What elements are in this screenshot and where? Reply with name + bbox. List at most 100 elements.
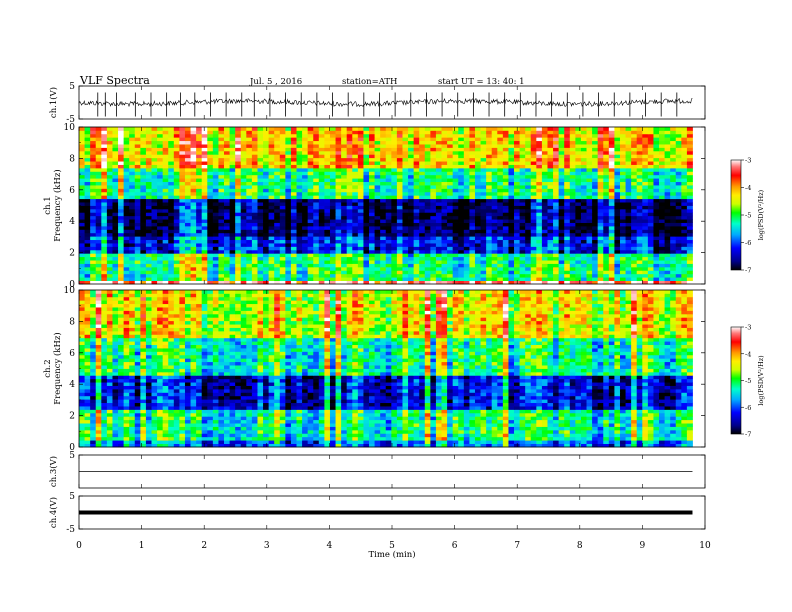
spectrogram-cell <box>106 167 113 172</box>
spectrogram-cell <box>480 243 487 247</box>
spectrogram-cell <box>145 280 152 285</box>
spectrogram-cell <box>274 239 281 244</box>
spectrogram-cell <box>408 249 415 254</box>
spectrogram-cell <box>536 219 543 223</box>
spectrogram-cell <box>452 263 459 268</box>
spectrogram-cell <box>363 208 370 213</box>
spectrogram-cell <box>491 266 498 271</box>
spectrogram-cell <box>290 212 297 217</box>
spectrogram-cell <box>519 185 526 189</box>
spectrogram-cell <box>218 280 225 285</box>
spectrogram-cell <box>369 229 375 234</box>
spectrogram-cell <box>240 215 247 220</box>
spectrogram-cell <box>263 181 270 186</box>
spectrogram-cell <box>625 154 632 159</box>
spectrogram-cell <box>201 219 208 223</box>
spectrogram-cell <box>290 266 297 271</box>
spectrogram-cell <box>541 273 548 278</box>
spectrogram-cell <box>79 232 85 237</box>
spectrogram-cell <box>179 174 186 179</box>
spectrogram-cell <box>380 239 387 244</box>
spectrogram-cell <box>659 181 665 186</box>
spectrogram-cell <box>335 243 342 247</box>
spectrogram-cell <box>541 157 548 162</box>
spectrogram-cell <box>447 243 454 247</box>
spectrogram-cell <box>480 232 487 237</box>
spectrogram-cell <box>608 205 615 210</box>
spectrogram-cell <box>168 202 175 206</box>
spectrogram-cell <box>90 280 97 285</box>
spectrogram-cell <box>608 198 615 203</box>
spectrogram-cell <box>290 130 297 135</box>
spectrogram-cell <box>290 219 297 223</box>
spectrogram-cell <box>447 266 454 271</box>
spectrogram-cell <box>352 208 359 213</box>
spectrogram-cell <box>424 130 431 135</box>
spectrogram-cell <box>486 161 493 165</box>
spectrogram-cell <box>235 130 242 135</box>
spectrogram-cell <box>514 147 520 152</box>
spectrogram-cell <box>636 191 643 196</box>
spectrogram-cell <box>380 137 387 142</box>
spectrogram-cell <box>363 270 370 275</box>
spectrogram-cell <box>486 256 493 261</box>
spectrogram-cell <box>118 174 125 179</box>
spectrogram-cell <box>530 191 537 196</box>
spectrogram-cell <box>296 178 303 183</box>
spectrogram-cell <box>324 191 331 196</box>
spectrogram-cell <box>480 256 487 261</box>
spectrogram-cell <box>145 157 152 162</box>
spectrogram-cell <box>681 270 688 275</box>
spectrogram-cell <box>318 219 325 223</box>
spectrogram-cell <box>631 188 638 193</box>
spectrogram-cell <box>686 195 693 200</box>
spectrogram-cell <box>145 273 152 278</box>
spectrogram-cell <box>118 178 125 183</box>
spectrogram-cell <box>530 150 537 155</box>
spectrogram-cell <box>201 280 208 285</box>
spectrogram-cell <box>168 144 175 148</box>
spectrogram-cell <box>435 215 442 220</box>
spectrogram-cell <box>224 249 230 254</box>
spectrogram-cell <box>430 130 437 135</box>
spectrogram-cell <box>296 273 303 278</box>
spectrogram-cell <box>413 212 420 217</box>
spectrogram-cell <box>614 171 621 176</box>
spectrogram-cell <box>402 222 409 227</box>
spectrogram-cell <box>374 222 381 227</box>
spectrogram-cell <box>369 161 375 165</box>
spectrogram-cell <box>157 171 164 176</box>
spectrogram-cell <box>463 219 470 223</box>
spectrogram-cell <box>251 178 258 183</box>
spectrogram-cell <box>302 147 309 152</box>
spectrogram-cell <box>631 167 638 172</box>
spectrogram-cell <box>251 140 258 145</box>
spectrogram-cell <box>553 144 560 148</box>
spectrogram-cell <box>290 174 297 179</box>
spectrogram-cell <box>391 253 398 258</box>
spectrogram-cell <box>547 198 554 203</box>
spectrogram-cell <box>374 137 381 142</box>
spectrogram-cell <box>329 137 336 142</box>
spectrogram-cell <box>514 191 520 196</box>
spectrogram-cell <box>263 273 270 278</box>
spectrogram-cell <box>653 225 660 230</box>
spectrogram-cell <box>190 246 197 251</box>
spectrogram-cell <box>580 133 587 138</box>
spectrogram-cell <box>458 157 465 162</box>
spectrogram-cell <box>564 181 571 186</box>
spectrogram-cell <box>329 198 336 203</box>
spectrogram-cell <box>586 212 593 217</box>
spectrogram-cell <box>502 229 509 234</box>
spectrogram-cell <box>642 232 649 237</box>
spectrogram-cell <box>592 137 599 142</box>
spectrogram-cell <box>564 246 571 251</box>
spectrogram-cell <box>564 253 571 258</box>
spectrogram-cell <box>357 171 364 176</box>
spectrogram-cell <box>631 140 638 145</box>
spectrogram-cell <box>675 137 682 142</box>
spectrogram-cell <box>647 219 654 223</box>
spectrogram-cell <box>235 133 242 138</box>
spectrogram-cell <box>502 222 509 227</box>
spectrogram-cell <box>129 256 136 261</box>
